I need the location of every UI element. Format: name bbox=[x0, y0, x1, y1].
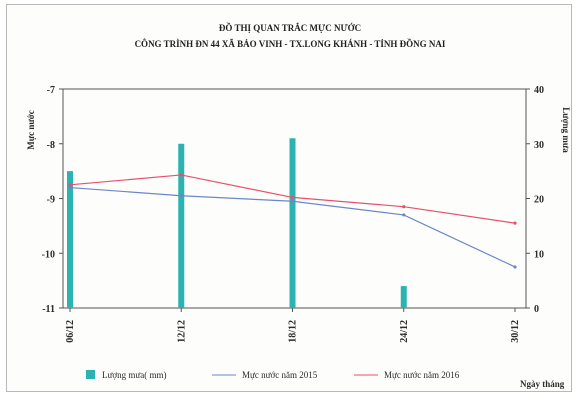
series-point-2016 bbox=[402, 205, 406, 209]
y-axis-left-label: Mực nước bbox=[26, 110, 36, 150]
series-point-2015 bbox=[179, 194, 183, 198]
legend-label-rain: Lượng mưa( mm) bbox=[102, 370, 167, 380]
legend-label-2015: Mực nước năm 2015 bbox=[242, 370, 318, 380]
legend-swatch-rain bbox=[86, 370, 95, 379]
chart-subtitle: CÔNG TRÌNH ĐN 44 XÃ BẢO VINH - TX.LONG K… bbox=[135, 39, 446, 49]
y-left-tick-label: -7 bbox=[47, 85, 55, 96]
legend-label-2016: Mực nước năm 2016 bbox=[384, 370, 460, 380]
series-point-2016 bbox=[513, 221, 517, 225]
x-tick-label: 06/12 bbox=[65, 320, 76, 343]
series-point-2016 bbox=[179, 173, 183, 177]
x-tick-label: 30/12 bbox=[510, 320, 521, 343]
series-point-2015 bbox=[402, 213, 406, 217]
y-left-tick-label: -8 bbox=[47, 140, 55, 151]
x-axis-label: Ngày tháng bbox=[520, 379, 565, 389]
x-tick-label: 24/12 bbox=[399, 320, 410, 343]
rain-bar bbox=[400, 286, 407, 308]
rain-bar bbox=[289, 138, 296, 308]
x-tick-label: 12/12 bbox=[176, 320, 187, 343]
chart-frame bbox=[6, 4, 572, 392]
plot-area: -7 -8 -9 -10 -11 40 30 20 10 0 06/12 12/12 18/12 24/1… bbox=[42, 85, 544, 343]
series-point-2016 bbox=[290, 195, 295, 200]
y-right-tick-label: 0 bbox=[534, 304, 539, 315]
legend: Lượng mưa( mm) Mực nước năm 2015 Mực nướ… bbox=[86, 370, 460, 380]
rain-bar bbox=[178, 143, 185, 308]
series-point-2015 bbox=[513, 265, 517, 269]
y-right-tick-label: 40 bbox=[534, 85, 544, 96]
y-left-tick-label: -10 bbox=[42, 249, 55, 260]
y-right-tick-label: 10 bbox=[534, 249, 544, 260]
x-tick-label: 18/12 bbox=[288, 320, 299, 343]
y-right-tick-label: 30 bbox=[534, 140, 544, 151]
series-point-2015 bbox=[68, 185, 72, 190]
chart-title: ĐỒ THỊ QUAN TRẮC MỰC NƯỚC bbox=[219, 23, 361, 33]
y-axis-right-label: Lượng mưa bbox=[561, 107, 571, 153]
series-point-2016 bbox=[68, 183, 72, 187]
rain-bar bbox=[67, 171, 73, 308]
y-left-tick-label: -9 bbox=[47, 195, 55, 206]
series-point-2015 bbox=[290, 199, 295, 203]
y-left-tick-label: -11 bbox=[42, 304, 55, 315]
y-right-tick-label: 20 bbox=[534, 195, 544, 206]
